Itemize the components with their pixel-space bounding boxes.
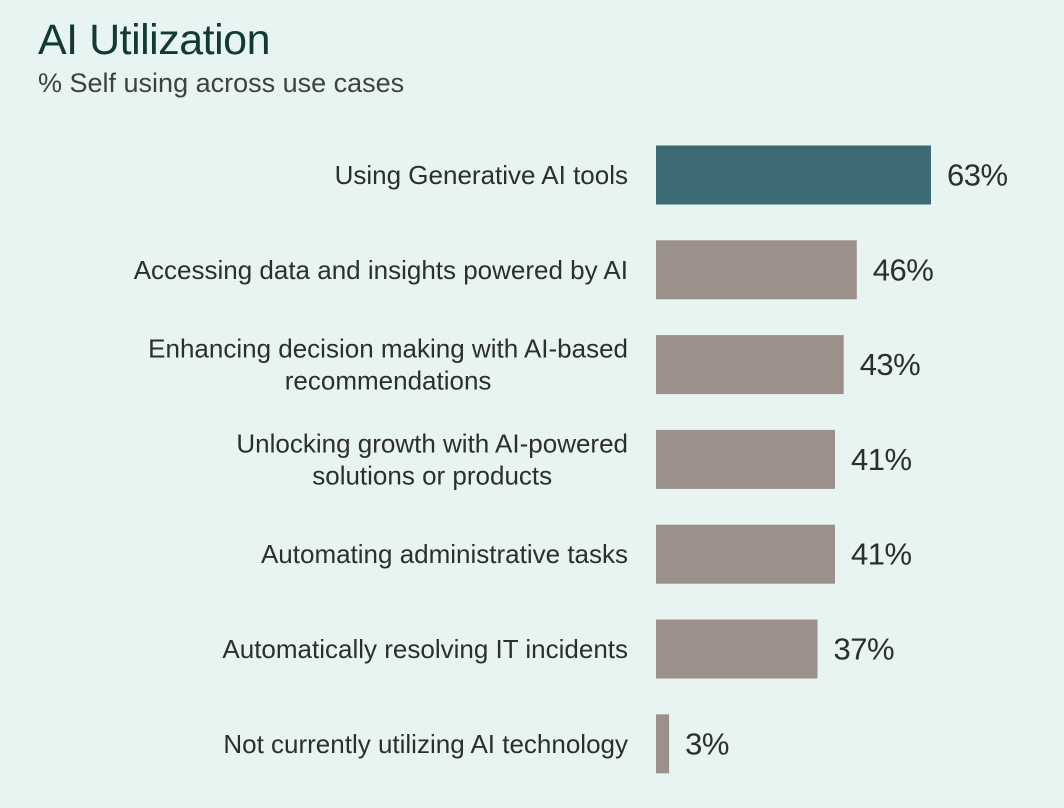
chart-title: AI Utilization [38, 16, 270, 64]
category-label: Unlocking growth with AI-powered [236, 428, 628, 458]
category-label: Accessing data and insights powered by A… [134, 255, 628, 285]
bar [656, 240, 857, 300]
bar [656, 335, 844, 395]
data-label: 3% [685, 726, 729, 761]
category-label: solutions or products [312, 460, 552, 490]
data-label: 46% [873, 252, 934, 287]
data-label: 41% [851, 537, 912, 572]
category-label: Not currently utilizing AI technology [223, 729, 628, 759]
category-label: recommendations [285, 366, 492, 396]
chart-subtitle: % Self using across use cases [38, 68, 405, 98]
category-label: Using Generative AI tools [335, 160, 628, 190]
category-label: Automating administrative tasks [261, 539, 628, 569]
category-label: Automatically resolving IT incidents [222, 634, 628, 664]
data-label: 63% [947, 158, 1008, 193]
category-label: Enhancing decision making with AI-based [148, 334, 628, 364]
bar [656, 714, 670, 774]
data-label: 43% [860, 347, 921, 382]
data-label: 41% [851, 442, 912, 477]
bar [656, 145, 931, 205]
bar [656, 429, 835, 489]
bar [656, 619, 818, 679]
bar [656, 524, 835, 584]
data-label: 37% [834, 632, 895, 667]
